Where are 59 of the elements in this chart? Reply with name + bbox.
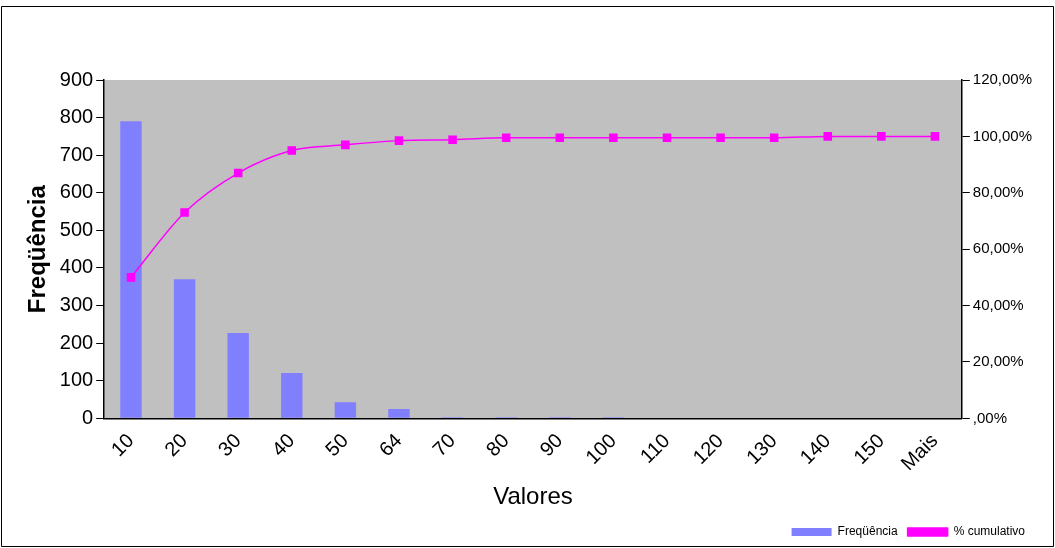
x-tick-label: 80 [481, 429, 513, 461]
y-tick-label: 600 [59, 180, 94, 203]
y-tick-label: 700 [59, 142, 94, 165]
point [769, 133, 779, 143]
y-tick-label: 300 [59, 293, 94, 316]
y2-tick-label: 20,00% [972, 352, 1024, 370]
x-tick-label: 40 [267, 429, 299, 461]
x-tick-label: 50 [320, 429, 353, 461]
x-tick-label: 20 [160, 429, 192, 461]
x-tick-label: 120 [688, 429, 728, 469]
point [287, 146, 297, 155]
point [609, 133, 618, 143]
y-tick-label: 800 [59, 105, 94, 128]
x-tick-label: Mais [896, 429, 942, 475]
point [823, 132, 833, 141]
y2-tick-label: 120,00% [972, 70, 1032, 88]
point [394, 136, 404, 145]
point [555, 133, 565, 143]
y-tick-label: 400 [59, 255, 94, 278]
x-tick-label: 140 [795, 429, 835, 469]
point [877, 132, 886, 141]
x-axis-title: Valores [493, 482, 573, 510]
point [233, 168, 243, 178]
bar [281, 372, 303, 418]
y-axis-title: Freqüência [23, 184, 51, 314]
bar [173, 279, 196, 418]
x-tick-label: 90 [535, 429, 567, 461]
point [930, 132, 940, 141]
point [341, 140, 350, 150]
bar [334, 402, 357, 418]
bar [227, 333, 249, 418]
point [180, 208, 189, 217]
bar [388, 408, 410, 418]
y-tick-label: 900 [59, 67, 94, 90]
bar [120, 121, 142, 418]
point [662, 133, 672, 143]
x-tick-label: 150 [848, 429, 889, 469]
y2-tick-label: 60,00% [972, 239, 1024, 257]
point [126, 273, 136, 282]
x-tick-label: 70 [428, 429, 460, 461]
x-tick-label: 10 [106, 429, 138, 461]
x-tick-label: 100 [580, 429, 621, 469]
point [501, 133, 511, 143]
legend-label: Freqüência [837, 524, 898, 539]
point [448, 135, 457, 145]
y2-tick-label: 100,00% [972, 126, 1032, 144]
x-tick-label: 130 [741, 429, 781, 469]
y-tick-label: 200 [59, 330, 94, 353]
y-tick-label: 0 [82, 405, 94, 428]
legend-label: % cumulativo [953, 524, 1026, 539]
x-tick-label: 30 [213, 429, 245, 461]
x-tick-label: 64 [374, 429, 406, 461]
y2-tick-label: 40,00% [972, 295, 1024, 313]
y-tick-label: 500 [59, 217, 94, 240]
y-tick-label: 100 [59, 368, 94, 391]
y2-tick-label: 80,00% [972, 182, 1024, 200]
point [716, 133, 725, 143]
x-tick-label: 110 [635, 429, 674, 468]
y2-tick-label: ,00% [972, 408, 1007, 426]
